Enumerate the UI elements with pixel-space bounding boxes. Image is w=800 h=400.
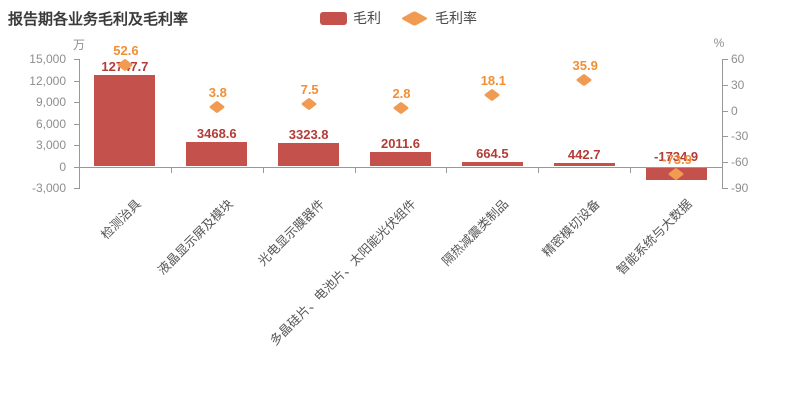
left-axis-tick [74,102,79,103]
margin-value-label: -73.9 [662,152,692,168]
right-axis-tick [723,188,728,189]
x-category-label: 液晶显示屏及模块 [154,196,236,277]
x-category-label: 隔热减震类制品 [439,196,512,269]
right-axis-tick [723,136,728,138]
x-axis-tick [170,166,172,173]
chart-title: 报告期各业务毛利及毛利率 [8,11,189,28]
bar-value-label: 3468.6 [196,125,237,141]
y-axis-right-line [722,59,723,189]
left-axis-tick-label: 9,000 [35,95,66,109]
bar-value-label: 442.7 [567,147,601,163]
bar-swatch-icon [320,11,347,25]
x-axis-tick [354,166,356,173]
left-axis-tick-label: 12,000 [29,73,66,88]
right-axis-tick-label: 0 [731,103,738,118]
left-axis-tick [74,188,79,189]
right-axis-tick [723,110,728,112]
margin-value-label: 18.1 [480,73,506,89]
legend-item-gross-profit[interactable]: 毛利 [320,8,381,28]
x-category-label: 光电显示膜器件 [255,196,328,269]
margin-value-label: 7.5 [300,82,319,98]
margin-value-label: 3.8 [208,85,227,101]
bar [461,161,523,167]
legend-label-margin: 毛利率 [435,10,477,26]
bar [553,163,615,167]
right-axis-tick-label: -30 [731,129,749,144]
bar [278,142,340,167]
x-category-label: 智能系统与大数据 [614,196,695,277]
margin-diamond-icon [208,100,225,114]
left-axis-tick [74,80,79,82]
left-axis-tick [74,145,79,146]
left-axis-unit-label: 万 [72,38,85,52]
right-axis-tick-label: -60 [731,155,749,170]
margin-diamond-icon [392,101,409,115]
x-axis-tick [722,166,723,173]
legend-label-gross-profit: 毛利 [353,10,381,26]
bar-value-label: 3323.8 [288,126,329,142]
x-axis-tick [630,166,632,173]
left-axis-tick-label: 6,000 [35,116,66,131]
x-axis-line [79,166,723,168]
diamond-swatch-wrap [399,9,429,27]
margin-value-label: 35.9 [572,57,598,73]
margin-diamond-icon [484,88,501,102]
margin-diamond-icon [300,97,317,111]
x-axis-tick [79,166,80,173]
right-axis-tick [723,59,728,60]
left-axis-tick [74,166,79,168]
x-axis-tick [446,166,448,173]
left-axis-tick [74,59,79,60]
x-axis-tick [538,166,540,173]
left-axis-tick-label: 0 [59,159,66,174]
legend-item-margin[interactable]: 毛利率 [399,8,477,28]
left-axis-tick [74,123,79,125]
x-axis-tick [262,166,264,173]
bar [94,75,156,167]
left-axis-tick-label: -3,000 [31,181,66,195]
diamond-swatch-icon [400,10,428,26]
bar-value-label: 2011.6 [380,136,421,152]
bar-value-label: -1734.9 [654,148,699,164]
margin-value-label: 2.8 [392,86,411,102]
left-axis-tick-label: 3,000 [35,138,66,152]
y-axis-left-line [79,59,80,189]
right-axis-tick-label: 60 [731,52,745,66]
right-axis-tick-label: -90 [731,181,749,195]
bar [186,141,248,167]
bar [370,152,431,167]
left-axis-tick-label: 15,000 [29,52,66,66]
bar-value-label: 664.5 [476,145,509,161]
margin-value-label: 52.6 [113,43,139,59]
x-category-label: 检测治具 [98,196,144,242]
right-axis-tick [723,162,728,164]
x-category-label: 精密模切设备 [540,196,603,260]
right-axis-tick-label: 30 [731,77,745,92]
right-axis-unit-label: % [713,36,725,50]
margin-diamond-icon [576,73,593,87]
legend: 毛利 毛利率 [320,8,477,28]
x-category-label: 多晶硅片、电池片、太阳能光伏组件 [267,196,420,348]
right-axis-tick [723,84,728,86]
